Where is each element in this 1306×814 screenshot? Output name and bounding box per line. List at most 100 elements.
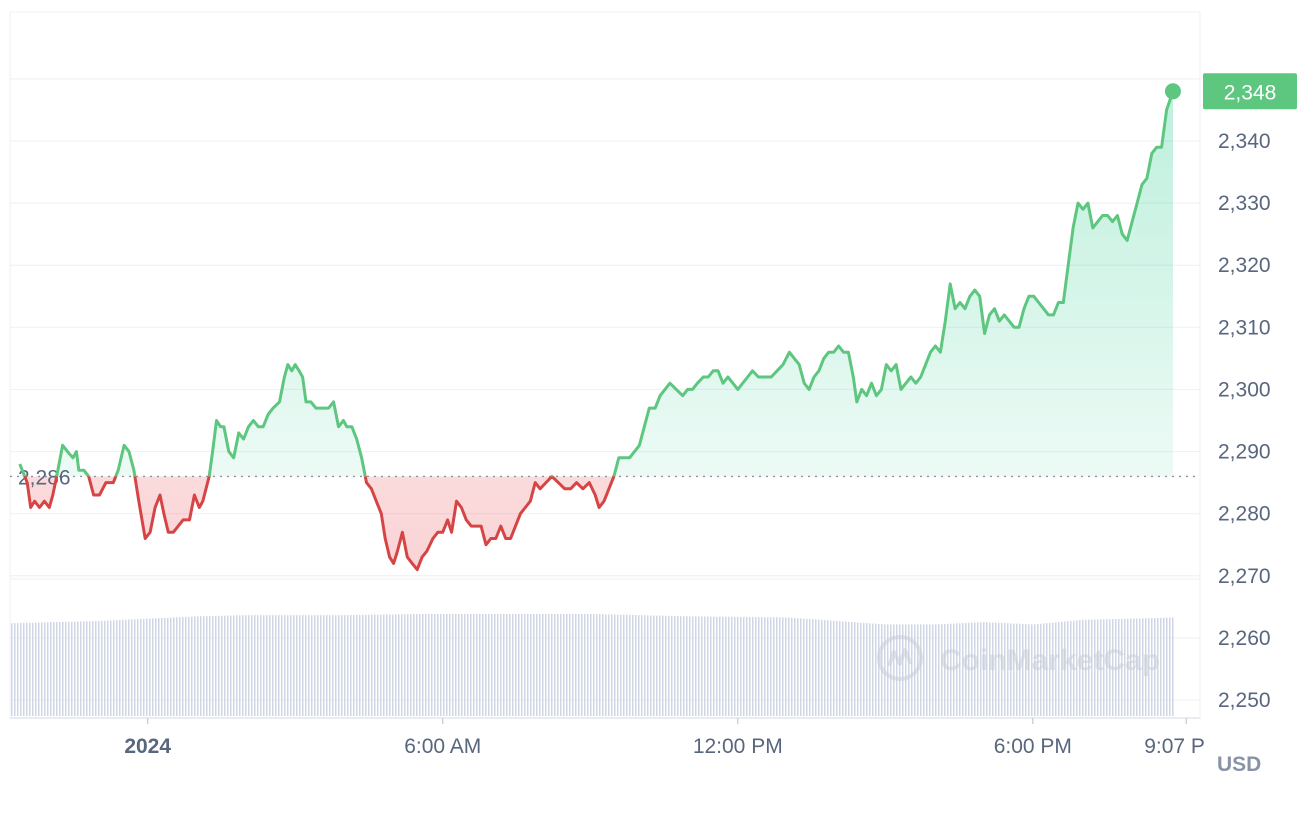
volume-bar [671, 615, 673, 716]
volume-bar [491, 614, 493, 716]
volume-bar [854, 622, 856, 716]
volume-bar [1076, 620, 1078, 716]
volume-bar [647, 615, 649, 716]
volume-bar [731, 616, 733, 716]
volume-bar [86, 621, 88, 716]
volume-bar [539, 614, 541, 716]
volume-bar [173, 617, 175, 716]
volume-bar [536, 614, 538, 716]
volume-bar [680, 616, 682, 716]
volume-bar [509, 614, 511, 716]
volume-bar [284, 615, 286, 716]
volume-bar [770, 617, 772, 716]
volume-bar [698, 616, 700, 716]
volume-bar [302, 615, 304, 716]
volume-bar [407, 614, 409, 716]
volume-bar [1079, 620, 1081, 716]
volume-bar [767, 617, 769, 716]
volume-bar [23, 622, 25, 716]
volume-bar [107, 620, 109, 716]
volume-bar [263, 615, 265, 716]
volume-bar [569, 614, 571, 716]
volume-bar [161, 618, 163, 716]
volume-bar [1109, 619, 1111, 716]
volume-bar [926, 624, 928, 716]
volume-bar [32, 622, 34, 716]
volume-bar [935, 624, 937, 716]
volume-bar [503, 614, 505, 716]
volume-bar [575, 614, 577, 716]
volume-bar [164, 617, 166, 716]
volume-bar [782, 617, 784, 716]
volume-bar [188, 616, 190, 716]
volume-bar [593, 614, 595, 716]
volume-bar [1166, 617, 1168, 716]
volume-bar [209, 616, 211, 716]
volume-bar [257, 615, 259, 716]
y-tick-label: 2,290 [1218, 441, 1271, 464]
volume-bar [1058, 622, 1060, 716]
volume-bar [221, 615, 223, 716]
volume-bar [533, 614, 535, 716]
volume-bar [920, 624, 922, 716]
volume-bar [212, 615, 214, 716]
volume-bar [1025, 624, 1027, 716]
volume-bar [1091, 619, 1093, 716]
volume-bar [401, 614, 403, 716]
volume-bar [134, 619, 136, 716]
volume-bar [623, 614, 625, 716]
volume-bar [467, 614, 469, 716]
volume-bar [14, 623, 16, 716]
volume-bar [908, 624, 910, 716]
volume-bar [842, 621, 844, 716]
volume-bar [1067, 621, 1069, 716]
volume-bar [737, 616, 739, 716]
volume-bar [530, 614, 532, 716]
price-line-down [23, 476, 616, 572]
volume-bar [722, 616, 724, 716]
volume-bar [374, 614, 376, 716]
volume-bar [551, 614, 553, 716]
volume-bar [1043, 623, 1045, 716]
volume-bar [803, 618, 805, 716]
volume-bar [743, 616, 745, 716]
volume-bar [35, 622, 37, 716]
y-tick-label: 2,340 [1218, 130, 1271, 153]
volume-bar [962, 623, 964, 716]
volume-bar [479, 614, 481, 716]
volume-bar [167, 617, 169, 716]
volume-bar [596, 614, 598, 716]
volume-bar [809, 619, 811, 716]
volume-bar [941, 624, 943, 716]
volume-bar [1163, 617, 1165, 716]
volume-bar [902, 624, 904, 716]
volume-bar [830, 620, 832, 716]
volume-bar [155, 618, 157, 716]
volume-bar [269, 615, 271, 716]
volume-bar [41, 622, 43, 716]
price-line[interactable] [18, 90, 1175, 572]
volume-bar [140, 618, 142, 716]
volume-bar [470, 614, 472, 716]
volume-bar [200, 616, 202, 716]
coinmarketcap-logo-mark [887, 648, 913, 667]
volume-bar [332, 615, 334, 716]
volume-bar [641, 615, 643, 716]
volume-bar [1004, 623, 1006, 716]
volume-bar [863, 622, 865, 716]
volume-bar [815, 619, 817, 716]
volume-bar [1013, 623, 1015, 716]
volume-bar [1139, 618, 1141, 716]
volume-bar [299, 615, 301, 716]
volume-bar [266, 615, 268, 716]
volume-bar [185, 616, 187, 716]
volume-bar [443, 614, 445, 716]
volume-bar [425, 614, 427, 716]
volume-bar [1001, 622, 1003, 716]
volume-bar [83, 621, 85, 716]
volume-bar [1094, 619, 1096, 716]
volume-bar [1019, 623, 1021, 716]
volume-bar [191, 616, 193, 716]
volume-bar [932, 624, 934, 716]
